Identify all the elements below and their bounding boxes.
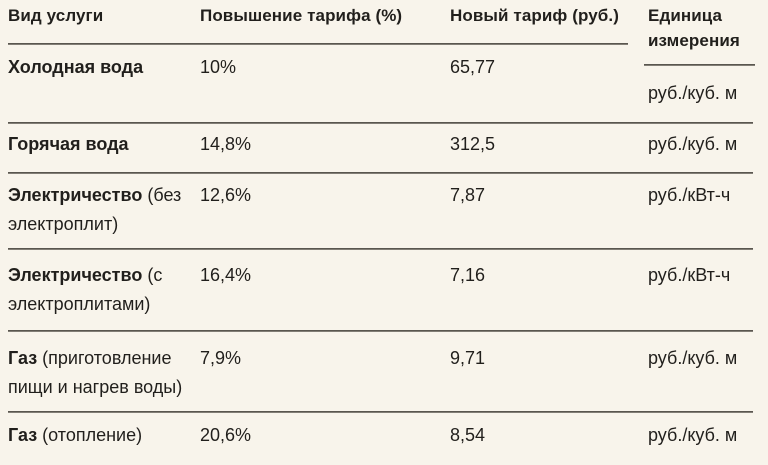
- column-header-increase: Повышение тарифа (%): [200, 6, 403, 25]
- unit-header-divider: [644, 64, 755, 66]
- service-name: Электричество: [8, 265, 143, 285]
- increase-cell: 12,6%: [200, 185, 252, 205]
- increase-cell: 10%: [200, 57, 237, 77]
- unit-cell: руб./кВт-ч: [648, 265, 731, 285]
- column-header-unit: Единица измерения: [644, 0, 760, 66]
- new-tariff-cell: 65,77: [450, 57, 496, 77]
- service-name: Электричество: [8, 185, 143, 205]
- increase-cell: 20,6%: [200, 425, 252, 445]
- service-cell: Электричество (с электроплитами): [8, 250, 200, 330]
- new-tariff-cell: 9,71: [450, 348, 486, 368]
- service-note: (приготовление пищи и нагрев воды): [8, 348, 183, 397]
- service-name: Газ: [8, 425, 38, 445]
- service-cell: Газ (приготовление пищи и нагрев воды): [8, 332, 200, 411]
- increase-cell: 7,9%: [200, 348, 242, 368]
- new-tariff-cell: 7,87: [450, 185, 486, 205]
- unit-cell: руб./куб. м: [648, 83, 738, 103]
- unit-cell: руб./куб. м: [648, 134, 738, 154]
- unit-cell: руб./куб. м: [648, 348, 738, 368]
- table-grid: Вид услуги Повышение тарифа (%) Новый та…: [8, 0, 760, 465]
- service-cell: Газ (отопление): [8, 413, 200, 465]
- column-header-new-tariff: Новый тариф (руб.): [450, 6, 619, 25]
- service-name: Горячая вода: [8, 134, 129, 154]
- increase-cell: 14,8%: [200, 134, 252, 154]
- row-divider: [8, 172, 753, 174]
- row-divider: [8, 330, 753, 332]
- new-tariff-cell: 8,54: [450, 425, 486, 445]
- service-name: Газ: [8, 348, 38, 368]
- service-note: (без электроплит): [8, 185, 182, 234]
- unit-cell: руб./кВт-ч: [648, 185, 731, 205]
- header-divider: [8, 43, 628, 45]
- row-divider: [8, 248, 753, 250]
- unit-cell: руб./куб. м: [648, 425, 738, 445]
- service-cell: Холодная вода: [8, 45, 200, 122]
- service-cell: Электричество (без электроплит): [8, 174, 200, 248]
- service-note: (с электроплитами): [8, 265, 163, 314]
- new-tariff-cell: 312,5: [450, 134, 496, 154]
- service-note: (отопление): [42, 425, 143, 445]
- service-cell: Горячая вода: [8, 124, 200, 172]
- increase-cell: 16,4%: [200, 265, 252, 285]
- column-header-service: Вид услуги: [8, 6, 104, 25]
- column-header-unit-label: Единица измерения: [648, 6, 740, 50]
- row-divider: [8, 122, 753, 124]
- service-name: Холодная вода: [8, 57, 144, 77]
- new-tariff-cell: 7,16: [450, 265, 486, 285]
- row-divider: [8, 411, 753, 413]
